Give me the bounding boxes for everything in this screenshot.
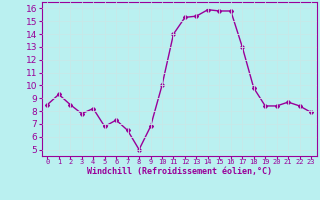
X-axis label: Windchill (Refroidissement éolien,°C): Windchill (Refroidissement éolien,°C) xyxy=(87,167,272,176)
